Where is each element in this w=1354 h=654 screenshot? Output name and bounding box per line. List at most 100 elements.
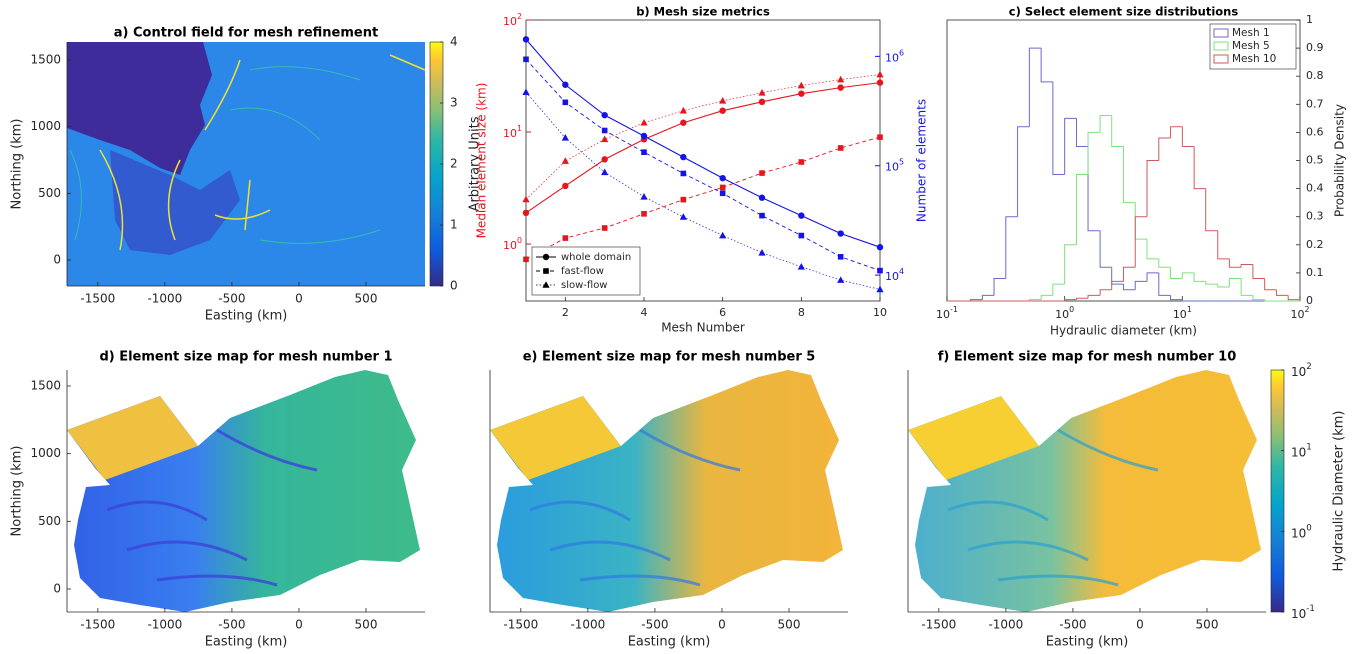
marker <box>758 194 766 201</box>
marker <box>837 84 844 91</box>
x-tick-label: 8 <box>798 306 805 319</box>
marker <box>876 244 884 251</box>
histogram-step <box>1064 299 1077 301</box>
y-axis-label: Probability Density <box>1333 104 1347 217</box>
colorbar-label: Hydraulic Diameter (km) <box>1332 411 1347 572</box>
marker <box>640 132 648 140</box>
histogram-step <box>1099 230 1112 268</box>
histogram-step <box>1264 299 1277 302</box>
y2-tick-label: 104 <box>885 267 904 284</box>
x-tick-label: -500 <box>641 618 668 632</box>
y-tick-label: 100 <box>503 236 522 253</box>
histogram-step <box>1134 280 1148 290</box>
marker <box>542 281 550 288</box>
x-axis-label: Easting (km) <box>205 309 288 324</box>
histogram-step <box>1134 202 1148 240</box>
colorbar <box>1270 369 1285 613</box>
y-tick-label: 0 <box>1306 294 1313 307</box>
marker <box>797 81 805 89</box>
histogram-step <box>1158 137 1171 161</box>
colorbar-tick-label: 4 <box>450 35 458 49</box>
y-tick-label: 500 <box>38 514 61 528</box>
y-tick-label: 101 <box>503 124 522 141</box>
panel-title: b) Mesh size metrics <box>636 5 770 19</box>
histogram-step <box>1181 126 1195 147</box>
histogram-step <box>1252 295 1265 301</box>
x-tick-label: -1500 <box>503 618 538 632</box>
panel-title: c) Select element size distributions <box>1009 5 1239 19</box>
y-tick-label: 0 <box>53 253 61 267</box>
marker <box>601 127 608 134</box>
series-line <box>525 58 881 272</box>
marker <box>797 263 805 270</box>
y-tick-label: 1500 <box>30 378 61 392</box>
legend-box <box>1209 23 1297 70</box>
marker <box>758 88 766 96</box>
marker <box>601 168 609 176</box>
y2-tick-label: 106 <box>885 48 904 65</box>
marker <box>542 253 550 261</box>
x-tick-label: 0 <box>295 292 303 306</box>
legend-label: Mesh 1 <box>1232 27 1270 39</box>
histogram-step <box>1158 272 1171 296</box>
marker <box>523 56 529 63</box>
element-size-map <box>490 370 843 612</box>
y-tick-label: 0 <box>53 581 61 595</box>
histogram-step <box>1017 126 1030 217</box>
histogram-step <box>1240 278 1253 296</box>
marker <box>640 118 648 126</box>
x-tick-label: 0 <box>295 618 303 632</box>
plot-box <box>525 19 881 302</box>
marker <box>562 99 569 106</box>
marker <box>837 276 845 283</box>
histogram-step <box>1075 297 1089 300</box>
x-tick-label: -500 <box>218 618 245 632</box>
marker <box>562 235 569 241</box>
histogram-step <box>1193 146 1206 190</box>
histogram-step <box>1052 81 1065 176</box>
marker <box>798 90 805 97</box>
y-tick-label: 0.5 <box>1306 154 1324 167</box>
colorbar-tick-label: 1 <box>450 218 458 232</box>
marker <box>561 134 569 141</box>
marker <box>758 98 766 106</box>
histogram-step <box>1205 281 1218 285</box>
histogram-step <box>1087 294 1101 299</box>
y-tick-label: 0.7 <box>1306 97 1324 110</box>
x-axis-label: Easting (km) <box>628 635 711 650</box>
marker <box>601 225 608 231</box>
y-axis-label: Northing (km) <box>10 119 25 210</box>
marker <box>522 88 530 96</box>
marker <box>877 134 883 140</box>
marker <box>601 156 608 163</box>
histogram-step <box>1040 48 1053 83</box>
histogram-step <box>1170 295 1183 301</box>
series-line <box>525 74 881 200</box>
panel-title: e) Element size map for mesh number 5 <box>523 350 816 365</box>
colorbar-label: Arbitrary Units <box>468 116 483 211</box>
marker <box>562 182 569 190</box>
marker <box>641 211 647 217</box>
marker <box>561 157 569 164</box>
colorbar-tick-label: 10-1 <box>1291 604 1315 621</box>
panel-title: a) Control field for mesh refinement <box>114 26 378 41</box>
histogram-step <box>1005 216 1018 279</box>
x-tick-label: 101 <box>1173 305 1192 322</box>
histogram-step <box>993 278 1006 296</box>
histogram-step <box>1205 188 1218 232</box>
histogram-step <box>1099 115 1112 133</box>
y2-tick-label: 105 <box>885 157 904 174</box>
marker <box>601 111 608 119</box>
histogram-step <box>1075 118 1089 147</box>
y-axis-label: Northing (km) <box>10 446 25 537</box>
histogram-step <box>1193 272 1206 282</box>
x-tick-label: 100 <box>1055 305 1074 322</box>
series-line <box>525 39 881 248</box>
colorbar-tick-label: 0 <box>450 279 458 293</box>
marker <box>719 231 727 239</box>
marker <box>680 153 687 161</box>
marker <box>798 159 805 165</box>
legend-label: Mesh 5 <box>1232 40 1270 52</box>
